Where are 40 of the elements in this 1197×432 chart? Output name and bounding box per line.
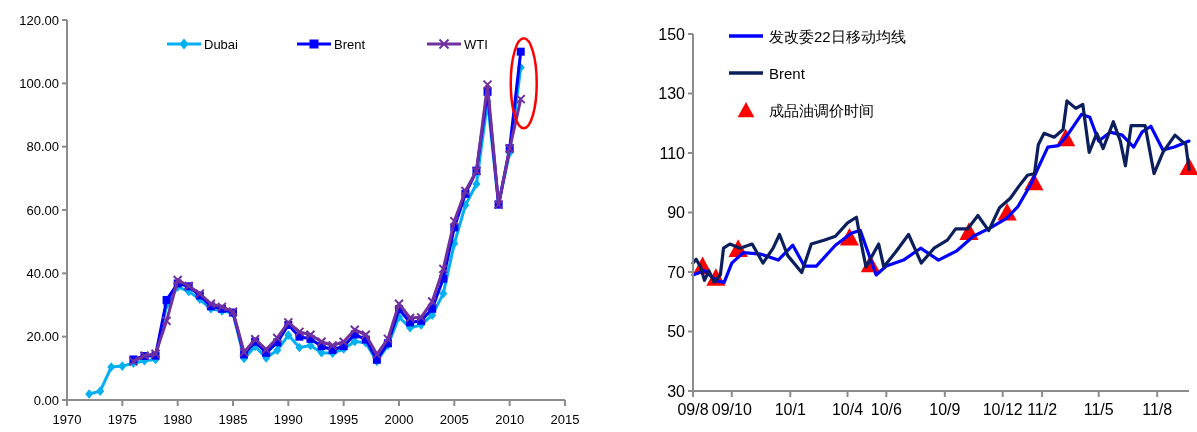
x-tick-label: 1975	[107, 412, 137, 427]
x-tick-label: 11/2	[1027, 401, 1058, 418]
y-tick-label: 40.00	[26, 265, 59, 281]
x-tick-label: 10/9	[929, 401, 961, 418]
x-tick-label: 1980	[163, 412, 193, 427]
legend-label: Brent	[769, 65, 806, 82]
x-tick-label: 2005	[439, 412, 469, 427]
legend-label: 成品油调价时间	[769, 102, 874, 119]
y-tick-label: 30	[667, 382, 686, 400]
legend-label: WTI	[464, 37, 488, 52]
legend-label: Dubai	[204, 37, 239, 52]
y-tick-label: 150	[658, 25, 686, 43]
y-tick-label: 110	[659, 144, 686, 162]
y-tick-label: 0.00	[33, 392, 59, 408]
y-tick-label: 100.00	[19, 75, 59, 91]
x-tick-label: 09/8	[677, 401, 709, 418]
y-tick-label: 130	[658, 85, 686, 103]
legend-label: Brent	[334, 37, 366, 52]
x-tick-label: 2015	[550, 412, 580, 427]
x-tick-label: 1990	[273, 412, 303, 427]
x-tick-label: 1995	[329, 412, 359, 427]
legend-label: 发改委22日移动均线	[769, 28, 906, 45]
x-tick-label: 11/8	[1142, 401, 1173, 418]
x-tick-label: 1970	[52, 412, 82, 427]
x-tick-label: 10/4	[831, 401, 864, 418]
x-tick-label: 09/10	[711, 401, 752, 418]
y-tick-label: 80.00	[26, 139, 59, 155]
x-tick-label: 10/6	[870, 401, 902, 418]
x-tick-label: 2010	[495, 412, 525, 427]
y-tick-label: 50	[667, 323, 686, 341]
y-tick-label: 20.00	[26, 329, 59, 345]
x-tick-label: 2000	[384, 412, 414, 427]
y-tick-label: 60.00	[26, 202, 59, 218]
x-tick-label: 10/1	[774, 401, 806, 418]
y-tick-label: 90	[667, 204, 686, 222]
x-tick-label: 1985	[218, 412, 248, 427]
y-tick-label: 70	[667, 263, 686, 281]
x-tick-label: 11/5	[1083, 401, 1114, 418]
y-tick-label: 120.00	[19, 12, 59, 28]
x-tick-label: 10/12	[982, 401, 1023, 418]
